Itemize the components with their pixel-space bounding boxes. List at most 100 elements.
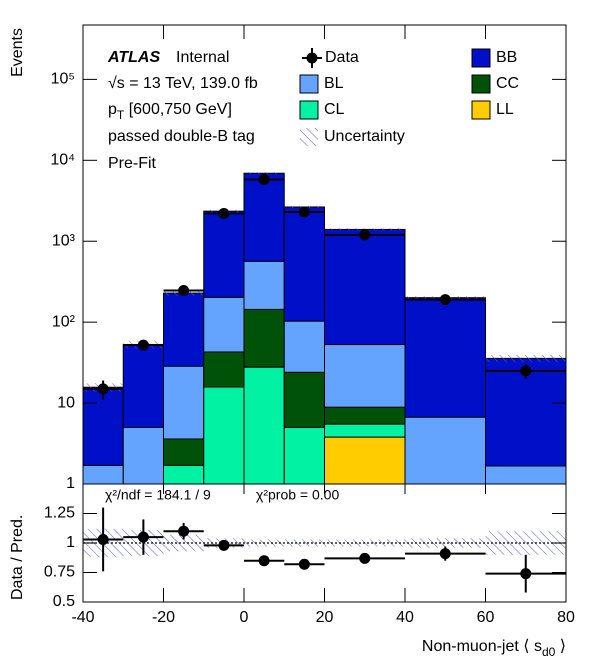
stack-segment: [324, 344, 406, 408]
data-point: [218, 208, 230, 220]
overlay: 1 10 10² 10³ 10⁴ 10⁵ 0.5 0.75 1 1.25 -40 -20 0 20 40 60…: [44, 25, 575, 626]
x-tick-label: -20: [152, 609, 175, 626]
y-tick-label: 10⁵: [51, 71, 75, 88]
energy-label: √s = 13 TeV, 139.0 fb: [108, 75, 258, 92]
legend-label: CL: [324, 101, 345, 118]
legend-swatch: [471, 100, 491, 120]
ratio-point: [258, 555, 270, 567]
stack-segment: [283, 426, 325, 484]
y-axis-label: Events: [9, 28, 26, 77]
ratio-point: [439, 548, 451, 560]
x-label-sub: d0: [542, 645, 556, 659]
x-tick-label: 20: [316, 609, 334, 626]
data-point: [97, 383, 109, 395]
x-tick-label: -40: [71, 609, 94, 626]
stack-segment: [203, 296, 245, 353]
atlas-status: Internal: [176, 49, 229, 66]
pt-main: p: [108, 101, 117, 118]
ratio-point: [137, 531, 149, 543]
ratio-point: [97, 533, 109, 545]
y-tick-label: 10⁴: [50, 152, 75, 169]
stack-segment: [122, 343, 164, 428]
legend-swatch: [471, 74, 491, 94]
ratio-point: [520, 568, 532, 580]
stack-segment: [203, 210, 245, 298]
data-point: [298, 206, 310, 218]
chi2-label: χ²/ndf = 184.1 / 9: [105, 487, 211, 503]
ratio-y-tick-label: 0.5: [53, 593, 75, 610]
stack-segment: [203, 351, 245, 388]
stack-segment: [243, 172, 285, 262]
legend-label: BL: [324, 75, 344, 92]
x-tick-label: 0: [240, 609, 249, 626]
stack-segment: [283, 320, 325, 373]
x-tick-label: 60: [477, 609, 495, 626]
data-point: [137, 339, 149, 351]
ratio-uncertainty-band: [405, 538, 486, 548]
stack-segment: [324, 436, 406, 484]
stack-segment: [485, 465, 566, 484]
y-tick-label: 10²: [52, 313, 76, 330]
stack-segment: [324, 423, 406, 438]
x-axis-label: Non-muon-jet ⟨ sd0 ⟩: [422, 638, 566, 659]
legend-label: LL: [496, 101, 514, 118]
stack-segment: [243, 308, 285, 368]
ratio-y-tick-label: 1.25: [44, 505, 75, 522]
selection-label: passed double-B tag: [108, 128, 255, 145]
ratio-point: [359, 552, 371, 564]
stack-segment: [404, 416, 486, 484]
data-point: [520, 365, 532, 377]
pt-sub: T: [117, 108, 125, 122]
stack-segment: [243, 366, 285, 484]
uncertainty-band: [485, 355, 566, 363]
stage-label: Pre-Fit: [108, 155, 157, 172]
legend-label: BB: [496, 49, 517, 66]
legend-label: Uncertainty: [324, 128, 405, 145]
x-tick-label: 40: [396, 609, 414, 626]
ratio-panel: [83, 507, 566, 593]
data-point: [178, 285, 190, 297]
pt-rest: [600,750 GeV]: [124, 101, 232, 118]
stack-segment: [83, 464, 124, 484]
legend-swatch: [299, 100, 319, 120]
stack-segment: [203, 386, 245, 484]
ratio-uncertainty-band: [485, 531, 566, 555]
stack-segment: [163, 464, 205, 484]
data-point: [359, 229, 371, 241]
ratio-y-tick-label: 0.75: [44, 564, 75, 581]
stack-segment: [283, 206, 325, 322]
legend-data-marker: [306, 52, 318, 64]
stack-segment: [163, 365, 205, 440]
data-point: [258, 173, 270, 185]
stack-segment: [324, 228, 406, 346]
ratio-frame: [82, 483, 567, 603]
stack-segment: [404, 297, 486, 418]
legend-label: CC: [496, 75, 519, 92]
data-point: [439, 294, 451, 306]
atlas-label: ATLAS: [107, 49, 160, 66]
prob-label: χ²prob = 0.00: [256, 487, 339, 503]
stack-segment: [324, 406, 406, 425]
ratio-point: [218, 539, 230, 551]
legend-swatch: [471, 48, 491, 68]
x-label-main: Non-muon-jet ⟨ s: [422, 638, 542, 655]
y-tick-label: 10³: [52, 232, 76, 249]
main-panel: [83, 172, 566, 484]
y-tick-label: 1: [66, 475, 75, 492]
stack-segment: [283, 371, 325, 428]
ratio-y-tick-label: 1: [66, 534, 75, 551]
legend-label: Data: [325, 49, 359, 66]
ratio-point: [298, 558, 310, 570]
stack-segment: [163, 438, 205, 466]
ratio-y-axis-label: Data / Pred.: [9, 515, 26, 600]
stack-segment: [122, 426, 164, 484]
pt-label: pT [600,750 GeV]: [108, 101, 232, 122]
y-tick-label: 10: [57, 394, 75, 411]
uncertainty-band: [244, 172, 285, 175]
x-label-end: ⟩: [555, 638, 566, 655]
stack-segment: [163, 292, 205, 367]
x-tick-label: 80: [557, 609, 575, 626]
stack-segment: [243, 260, 285, 310]
legend-swatch: [300, 128, 318, 146]
